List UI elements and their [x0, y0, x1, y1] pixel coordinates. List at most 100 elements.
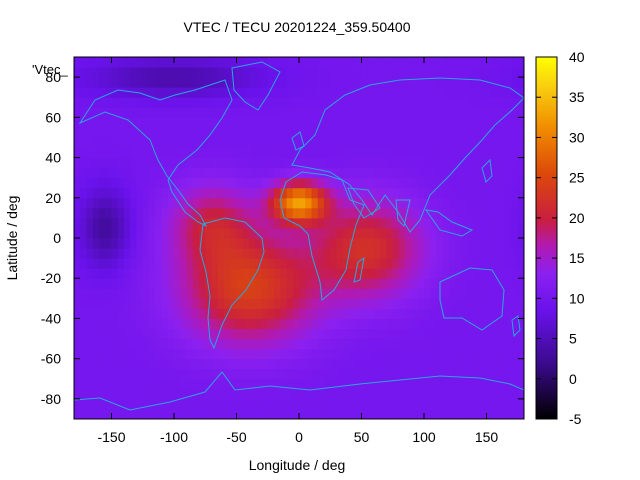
heatmap-cell	[86, 348, 94, 360]
heatmap-cell	[330, 268, 337, 279]
heatmap-cell	[324, 258, 331, 269]
heatmap-cell	[111, 217, 119, 229]
heatmap-cell	[242, 167, 250, 179]
heatmap-cell	[124, 207, 131, 219]
heatmap-cell	[461, 97, 469, 108]
heatmap-cell	[374, 308, 381, 319]
heatmap-cell	[117, 338, 125, 350]
heatmap-cell	[311, 77, 319, 88]
heatmap-cell	[236, 298, 244, 309]
heatmap-cell	[505, 408, 512, 419]
heatmap-cell	[105, 358, 112, 370]
heatmap-cell	[374, 368, 381, 380]
heatmap-cell	[217, 167, 225, 179]
heatmap-cell	[367, 358, 375, 370]
heatmap-cell	[249, 328, 256, 340]
heatmap-cell	[392, 268, 400, 279]
heatmap-cell	[361, 127, 369, 138]
heatmap-cell	[361, 408, 369, 419]
heatmap-cell	[236, 77, 244, 88]
heatmap-cell	[286, 388, 294, 400]
heatmap-cell	[217, 127, 225, 138]
heatmap-cell	[242, 248, 250, 259]
heatmap-cell	[155, 238, 162, 249]
colorbar-tick-label: 25	[569, 170, 585, 186]
heatmap-cell	[355, 318, 362, 329]
heatmap-cell	[436, 57, 444, 68]
heatmap-cell	[461, 348, 469, 360]
heatmap-cell	[511, 97, 519, 108]
heatmap-cell	[124, 77, 131, 88]
heatmap-cell	[230, 358, 237, 370]
heatmap-cell	[442, 187, 450, 199]
heatmap-cell	[149, 348, 156, 360]
heatmap-cell	[99, 97, 106, 108]
heatmap-cell	[211, 358, 219, 370]
heatmap-cell	[217, 117, 225, 128]
heatmap-cell	[299, 298, 306, 309]
colorbar-tick-label: -5	[569, 411, 582, 427]
heatmap-cell	[336, 177, 344, 189]
heatmap-cell	[74, 107, 81, 118]
heatmap-cell	[217, 187, 225, 199]
heatmap-cell	[317, 268, 325, 279]
heatmap-cell	[505, 127, 512, 138]
heatmap-cell	[136, 318, 144, 329]
heatmap-cell	[305, 147, 312, 159]
heatmap-cell	[292, 167, 300, 179]
heatmap-cell	[467, 338, 475, 350]
heatmap-cell	[99, 278, 106, 289]
heatmap-cell	[424, 87, 431, 98]
heatmap-cell	[217, 288, 225, 299]
heatmap-cell	[136, 388, 144, 400]
heatmap-cell	[449, 398, 456, 410]
heatmap-cell	[192, 398, 200, 410]
heatmap-cell	[299, 187, 306, 199]
heatmap-cell	[117, 227, 125, 239]
heatmap-cell	[386, 217, 394, 229]
heatmap-cell	[330, 378, 337, 390]
heatmap-cell	[324, 157, 331, 169]
heatmap-cell	[211, 258, 219, 269]
heatmap-cell	[292, 238, 300, 249]
heatmap-cell	[511, 318, 519, 329]
heatmap-cell	[467, 77, 475, 88]
heatmap-cell	[105, 318, 112, 329]
heatmap-cell	[224, 278, 231, 289]
heatmap-cell	[99, 207, 106, 219]
heatmap-cell	[124, 278, 131, 289]
heatmap-cell	[505, 298, 512, 309]
heatmap-cell	[286, 217, 294, 229]
heatmap-cell	[280, 348, 287, 360]
heatmap-cell	[492, 328, 500, 340]
heatmap-cell	[492, 358, 500, 370]
heatmap-cell	[374, 358, 381, 370]
heatmap-cell	[399, 137, 406, 148]
heatmap-cell	[436, 157, 444, 169]
heatmap-cell	[430, 408, 437, 419]
heatmap-cell	[324, 338, 331, 350]
heatmap-cell	[99, 137, 106, 148]
heatmap-cell	[430, 378, 437, 390]
heatmap-cell	[155, 177, 162, 189]
heatmap-cell	[86, 408, 94, 419]
heatmap-cell	[511, 67, 519, 78]
heatmap-cell	[317, 227, 325, 239]
heatmap-cell	[461, 107, 469, 118]
heatmap-cell	[274, 328, 281, 340]
heatmap-cell	[311, 87, 319, 98]
heatmap-cell	[199, 157, 206, 169]
chart-title: VTEC / TECU 20201224_359.50400	[183, 19, 410, 35]
heatmap-cell	[467, 107, 475, 118]
heatmap-cell	[105, 328, 112, 340]
heatmap-cell	[474, 318, 481, 329]
heatmap-cell	[349, 398, 356, 410]
heatmap-cell	[130, 227, 137, 239]
heatmap-cell	[292, 137, 300, 148]
heatmap-cell	[242, 308, 250, 319]
heatmap-cell	[199, 87, 206, 98]
heatmap-cell	[517, 97, 524, 108]
heatmap-cell	[292, 288, 300, 299]
heatmap-cell	[236, 258, 244, 269]
heatmap-cell	[380, 368, 387, 380]
